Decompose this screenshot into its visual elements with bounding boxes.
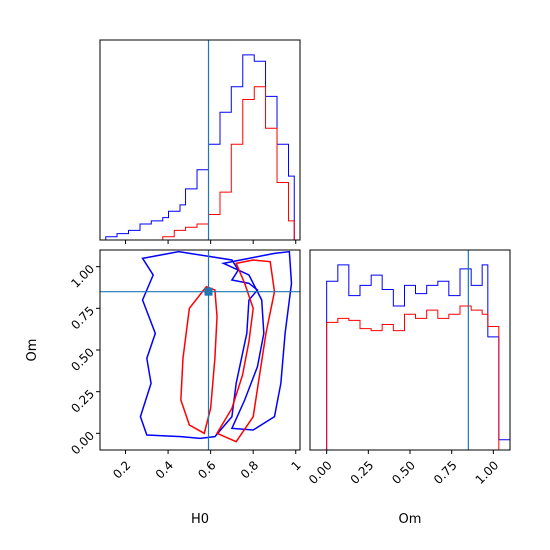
x-tick-label: 0.25 — [348, 458, 377, 487]
x-tick-label: 0.4 — [153, 458, 176, 481]
contour-series-1-level-0 — [180, 285, 218, 435]
x-axis-label-om: Om — [399, 512, 422, 527]
x-tick-label: 1 — [289, 458, 304, 473]
panel-frame — [309, 249, 511, 451]
x-tick-label: 0.00 — [306, 458, 335, 487]
x-tick-label: 1.00 — [473, 458, 502, 487]
contour-series-0-level-0 — [139, 250, 259, 440]
y-axis-label-om: Om — [25, 339, 40, 362]
y-tick-label: 0.00 — [68, 429, 97, 458]
contour-series-1-level-1 — [215, 259, 276, 443]
x-axis-label-h0: H0 — [191, 512, 209, 527]
x-tick-label: 0.2 — [110, 458, 133, 481]
h0-hist-series-1 — [100, 86, 300, 241]
truth-marker — [204, 287, 213, 296]
h0-hist-series-0 — [100, 54, 300, 241]
h0-histogram-panel — [99, 39, 301, 244]
y-tick-label: 0.25 — [68, 387, 97, 416]
om-hist-series-1 — [310, 305, 510, 451]
x-tick-label: 0.50 — [389, 458, 418, 487]
y-tick-label: 0.50 — [68, 345, 97, 374]
x-tick-label: 0.8 — [238, 458, 261, 481]
panel-frame — [99, 39, 301, 241]
x-tick-label: 0.75 — [431, 458, 460, 487]
om-hist-series-0 — [310, 264, 511, 451]
h0-om-contour-panel: 0.2 0.4 0.6 0.8 1 0.00 0.25 0.50 0.75 1.00 — [68, 249, 304, 482]
x-tick-label: 0.6 — [195, 458, 218, 481]
contour-series-0-level-1 — [220, 250, 293, 431]
om-histogram-panel: 0.00 0.25 0.50 0.75 1.00 — [306, 249, 511, 487]
y-tick-label: 1.00 — [68, 262, 97, 291]
y-tick-label: 0.75 — [68, 304, 97, 333]
